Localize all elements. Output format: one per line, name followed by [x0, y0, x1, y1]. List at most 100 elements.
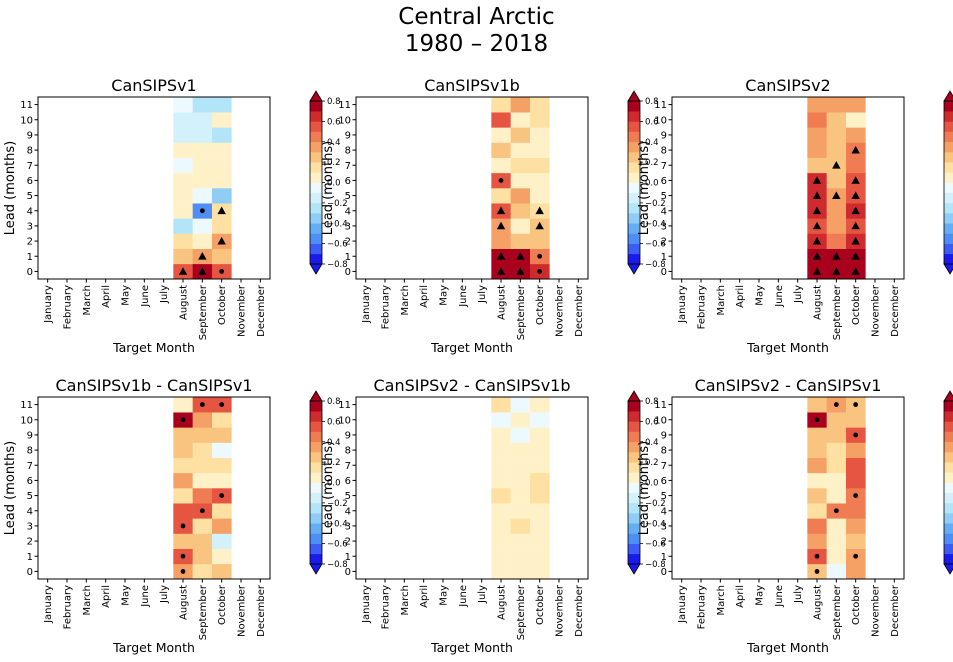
colorbar-segment: [944, 243, 953, 255]
significance-triangle-marker: [198, 267, 207, 275]
x-tick-label: October: [535, 584, 546, 625]
x-tick-label: July: [159, 585, 170, 604]
heatmap-cell: [530, 97, 550, 113]
heatmap-cell: [491, 563, 511, 580]
y-tick-label: 4: [345, 206, 351, 217]
heatmap-cell: [807, 518, 827, 534]
x-tick-label: July: [477, 285, 488, 304]
y-tick-label: 4: [27, 206, 33, 217]
colorbar-segment: [944, 233, 953, 244]
colorbar-tick-label: 0.0: [645, 179, 659, 189]
colorbar-segment: [310, 472, 322, 483]
significance-triangle-marker: [832, 191, 841, 199]
colorbar: 0.8 0.6 0.4 0.2 0.0 −0.2 −0.4 −0.6 −0.8: [627, 390, 666, 575]
colorbar-tick-label: −0.6: [327, 240, 348, 250]
heatmap-cell: [192, 97, 213, 113]
heatmap-cell: [192, 563, 213, 580]
colorbar-extend-min: [943, 263, 953, 275]
y-tick-label: 7: [27, 161, 33, 172]
heatmap-cell: [530, 548, 550, 565]
colorbar-segment: [628, 482, 640, 493]
colorbar-segment: [628, 533, 640, 544]
x-tick-label: July: [793, 585, 804, 604]
colorbar-segment: [628, 502, 640, 514]
heatmap-panel: CanSIPSv2 - CanSIPSv1 0 1 2 3 4 5 6 7 8 9 10 11 Janua…: [637, 376, 953, 655]
significance-triangle-marker: [535, 206, 544, 215]
heatmap-cell: [491, 112, 511, 128]
colorbar-segment: [310, 192, 322, 204]
colorbar-segment: [310, 213, 322, 224]
x-tick-label: October: [217, 284, 228, 325]
x-tick-label: May: [439, 585, 450, 606]
colorbar-segment: [628, 421, 640, 432]
y-tick-label: 7: [345, 161, 351, 172]
colorbar-segment: [944, 462, 953, 473]
heatmap-cell: [491, 472, 511, 489]
colorbar-tick-label: 0.4: [327, 138, 341, 148]
heatmap-cell: [173, 142, 193, 158]
y-tick-label: 1: [345, 552, 351, 563]
significance-triangle-marker: [851, 221, 860, 230]
x-tick-label: January: [43, 285, 54, 324]
heatmap-cell: [192, 172, 213, 189]
heatmap-cell: [212, 518, 232, 534]
heatmap-cell: [491, 412, 511, 428]
y-tick-label: 7: [345, 461, 351, 472]
heatmap-cell: [491, 548, 511, 565]
colorbar-segment: [944, 431, 953, 443]
colorbar-tick-label: −0.6: [645, 240, 666, 250]
colorbar-segment: [310, 182, 322, 193]
heatmap-cell: [212, 427, 232, 443]
figure-title-line2: 1980 – 2018: [404, 31, 549, 57]
significance-dot-marker: [180, 523, 186, 529]
heatmap-cell: [510, 188, 531, 204]
significance-triangle-marker: [535, 221, 544, 230]
colorbar-segment: [628, 431, 640, 443]
colorbar-segment: [944, 223, 953, 234]
colorbar-segment: [310, 553, 322, 565]
colorbar: 0.8 0.6 0.4 0.2 0.0 −0.2 −0.4 −0.6 −0.8: [627, 90, 666, 275]
colorbar-segment: [628, 192, 640, 204]
colorbar-segment: [628, 101, 640, 112]
y-tick-label: 9: [661, 430, 667, 441]
significance-triangle-marker: [851, 191, 860, 199]
y-tick-label: 7: [661, 161, 667, 172]
x-tick-label: June: [774, 585, 785, 608]
x-axis-label: Target Month: [112, 640, 195, 655]
y-tick-label: 1: [27, 252, 33, 263]
heatmap-cell: [807, 142, 827, 158]
heatmap-cell: [510, 533, 531, 549]
heatmap-cell: [173, 218, 193, 234]
heatmap-cell: [807, 97, 827, 113]
y-tick-label: 0: [27, 267, 33, 278]
x-axis-label: Target Month: [746, 340, 829, 355]
significance-triangle-marker: [496, 267, 506, 275]
heatmap-cell: [530, 442, 550, 458]
heatmap-cell: [212, 172, 232, 189]
heatmap-cell: [173, 488, 193, 504]
plot-area: [38, 397, 270, 579]
significance-dot-marker: [219, 493, 225, 498]
colorbar-segment: [628, 172, 640, 183]
colorbar-segment: [310, 162, 322, 173]
heatmap-cell: [826, 548, 847, 565]
x-axis-label: Target Month: [112, 340, 195, 355]
colorbar-segment: [944, 543, 953, 555]
colorbar-segment: [310, 401, 322, 412]
significance-dot-marker: [180, 553, 186, 559]
colorbar-segment: [628, 141, 640, 153]
x-tick-label: May: [755, 285, 766, 306]
y-tick-label: 0: [661, 267, 667, 278]
colorbar-segment: [310, 441, 322, 453]
significance-triangle-marker: [832, 267, 841, 275]
x-tick-label: May: [755, 585, 766, 606]
colorbar-tick-label: 0.6: [645, 117, 659, 127]
y-tick-label: 4: [661, 506, 667, 517]
colorbar-segment: [944, 172, 953, 183]
colorbar-segment: [628, 233, 640, 244]
heatmap-cell: [491, 157, 511, 174]
colorbar-tick-label: 0.2: [645, 458, 659, 468]
significance-dot-marker: [814, 569, 820, 574]
heatmap-cell: [212, 157, 232, 174]
y-tick-label: 5: [661, 191, 667, 202]
